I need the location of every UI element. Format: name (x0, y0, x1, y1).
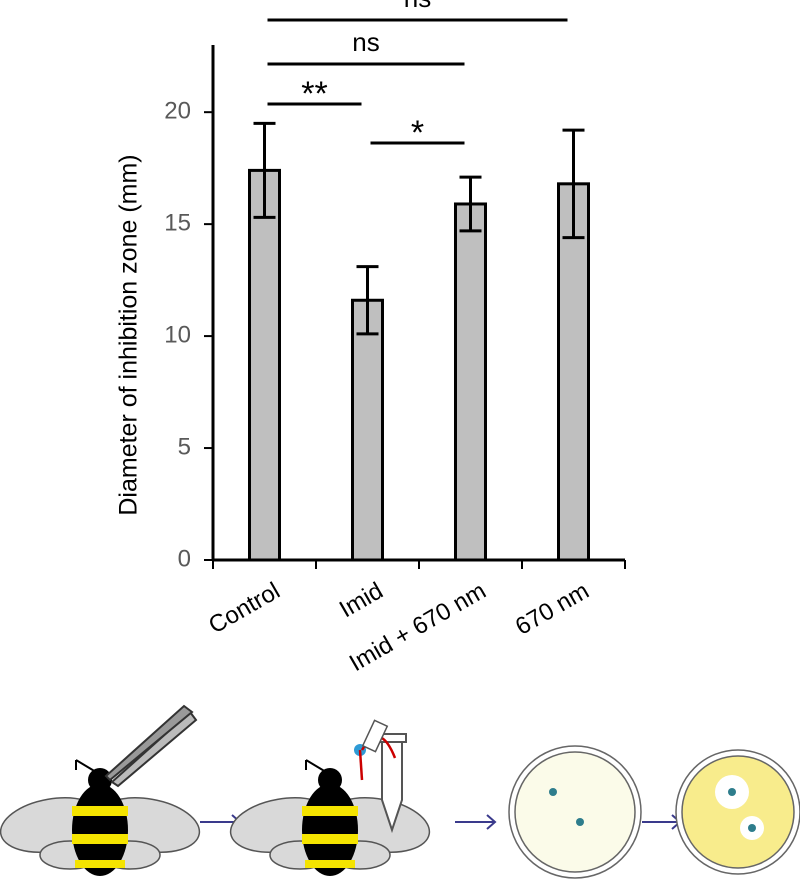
y-tick-label: 10 (164, 321, 191, 348)
illustration (0, 704, 800, 879)
y-tick-label: 20 (164, 98, 191, 125)
y-tick-label: 15 (164, 209, 191, 236)
error-bar (253, 121, 276, 219)
error-bar (356, 265, 379, 336)
significance-label: * (411, 114, 424, 152)
arrow (455, 814, 497, 830)
bar (248, 168, 281, 562)
tube (358, 719, 407, 834)
y-axis-label: Diameter of inhibition zone (mm) (115, 154, 143, 515)
petri-dish (508, 745, 642, 879)
y-tick-label: 5 (178, 433, 191, 460)
tweezers (104, 704, 198, 788)
bar (557, 182, 590, 562)
x-tick-label: Imid (335, 577, 388, 623)
bar (351, 298, 384, 562)
significance-label: ns (352, 27, 379, 57)
x-tick-label: 670 nm (511, 577, 594, 640)
x-tick-label: Control (204, 577, 285, 639)
petri-dish (675, 749, 800, 875)
error-bar (562, 128, 585, 240)
bar (454, 202, 487, 562)
bee (229, 744, 431, 876)
bee (0, 759, 201, 876)
significance-label: ns (404, 0, 431, 13)
arrow (642, 814, 682, 830)
significance-label: ** (301, 75, 327, 113)
y-tick-label: 0 (178, 545, 191, 572)
error-bar (459, 175, 482, 233)
